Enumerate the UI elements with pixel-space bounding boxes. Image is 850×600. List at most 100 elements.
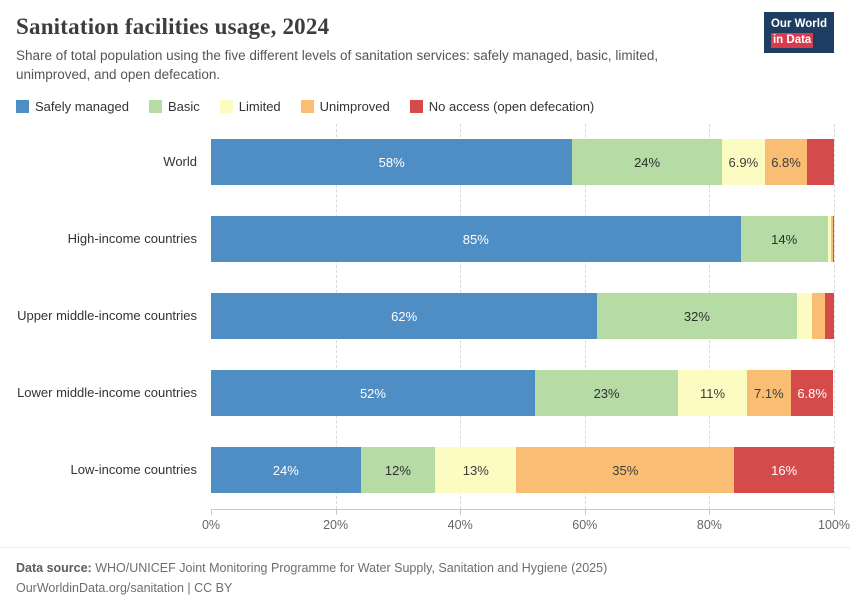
segment-value-label: 85% (462, 231, 489, 247)
legend-swatch-basic (148, 99, 162, 113)
legend-label: Limited (238, 98, 281, 114)
legend-swatch-unimproved (300, 99, 314, 113)
bar-segment-unimproved[interactable] (812, 293, 825, 340)
chart-subtitle: Share of total population using the five… (16, 48, 659, 82)
bar-segment-basic[interactable]: 24% (572, 139, 722, 186)
x-axis-tick-mark (709, 509, 711, 515)
bar-track: 62% 32% (211, 293, 834, 340)
segment-value-label: 35% (612, 462, 639, 478)
legend-swatch-safely-managed (16, 99, 29, 113)
bar-segment-unimproved[interactable]: 7.1% (746, 370, 791, 417)
segment-value-label: 12% (384, 462, 411, 478)
segment-value-label: 52% (359, 385, 386, 401)
segment-value-label: 23% (593, 385, 620, 401)
bar-segment-safely-managed[interactable]: 85% (211, 216, 741, 263)
footer: Data source: WHO/UNICEF Joint Monitoring… (0, 546, 850, 598)
x-axis-tick-mark (211, 509, 212, 515)
bar-segment-no-access[interactable] (824, 293, 834, 340)
x-axis-tick-label: 20% (323, 517, 349, 532)
bar-segment-limited[interactable] (827, 216, 831, 263)
x-axis-tick-label: 60% (572, 517, 598, 532)
segment-value-label: 6.8% (771, 154, 801, 170)
legend-item-no-access[interactable]: No access (open defecation) (409, 98, 595, 114)
segment-value-label: 24% (272, 462, 299, 478)
bar-segment-safely-managed[interactable]: 58% (211, 139, 573, 186)
stacked-bar-chart: World 58% 24% 6.9% 6.8% High-income countries… (16, 123, 850, 535)
category-label: Lower middle-income countries (17, 385, 197, 401)
legend-swatch-limited (219, 99, 233, 113)
chart-row: Lower middle-income countries 52% 23% 11% 7.… (16, 355, 834, 432)
x-axis-tick-label: 40% (447, 517, 473, 532)
category-label: World (163, 154, 197, 170)
legend-label: Basic (167, 98, 200, 114)
x-axis-tick-label: 100% (818, 517, 850, 532)
segment-value-label: 7.1% (754, 385, 784, 401)
segment-value-label: 6.9% (728, 154, 759, 170)
bar-segment-no-access[interactable]: 16% (734, 447, 834, 494)
bar-segment-no-access[interactable] (807, 139, 834, 186)
legend-item-limited[interactable]: Limited (219, 98, 281, 114)
segment-value-label: 58% (378, 154, 405, 170)
chart-row: Upper middle-income countries 62% 32% (16, 278, 834, 355)
bar-segment-unimproved[interactable] (830, 216, 833, 263)
data-source-label: Data source: (16, 560, 92, 575)
legend-swatch-no-access (409, 99, 423, 113)
bar-segment-basic[interactable]: 32% (597, 293, 797, 340)
category-label: High-income countries (67, 231, 197, 247)
chart-row: High-income countries 85% 14% (16, 201, 834, 278)
legend-label: Unimproved (319, 98, 390, 114)
bar-segment-safely-managed[interactable]: 52% (211, 370, 535, 417)
chart-container: Our World in Data Sanitation facilities … (16, 12, 850, 535)
bar-segment-safely-managed[interactable]: 62% (211, 293, 598, 340)
legend: Safely managed Basic Limited Unimproved No a… (16, 99, 834, 114)
bar-segment-unimproved[interactable]: 6.8% (764, 139, 808, 186)
category-label: Upper middle-income countries (17, 308, 197, 324)
owid-sanitation-link[interactable]: OurWorldinData.org/sanitation (16, 580, 184, 595)
segment-value-label: 32% (683, 308, 710, 324)
legend-label: Safely managed (35, 98, 129, 114)
data-source-text: WHO/UNICEF Joint Monitoring Programme fo… (95, 560, 608, 575)
bar-segment-basic[interactable]: 23% (534, 370, 679, 417)
x-axis-tick-mark (335, 509, 337, 515)
owid-logo[interactable]: Our World in Data (763, 12, 834, 53)
legend-label: No access (open defecation) (428, 98, 595, 114)
segment-value-label: 11% (699, 385, 726, 401)
legend-item-unimproved[interactable]: Unimproved (300, 98, 390, 114)
bar-segment-basic[interactable]: 12% (360, 447, 436, 494)
license-text: | CC BY (187, 580, 233, 595)
segment-value-label: 14% (771, 231, 798, 247)
gridline (834, 123, 835, 509)
bar-segment-unimproved[interactable]: 35% (516, 447, 735, 494)
x-axis: 0% 20% 40% 60% 80% 100% (202, 508, 850, 535)
chart-row: World 58% 24% 6.9% 6.8% (16, 124, 834, 201)
owid-logo-line2: in Data (770, 32, 814, 48)
bar-track: 24% 12% 13% 35% 16% (211, 447, 834, 494)
x-axis-tick-mark (834, 509, 835, 515)
bar-segment-limited[interactable]: 11% (678, 370, 747, 417)
bar-segment-no-access[interactable] (832, 216, 834, 263)
bar-segment-basic[interactable]: 14% (740, 216, 828, 263)
legend-item-basic[interactable]: Basic (148, 98, 200, 114)
bar-track: 52% 23% 11% 7.1% 6.8% (211, 370, 834, 417)
chart-row: Low-income countries 24% 12% 13% 35% 16% (16, 432, 834, 509)
data-source-line: Data source: WHO/UNICEF Joint Monitoring… (16, 558, 834, 578)
chart-rows: World 58% 24% 6.9% 6.8% High-income countries… (16, 124, 834, 509)
segment-value-label: 24% (634, 154, 661, 170)
segment-value-label: 62% (391, 308, 418, 324)
bar-segment-safely-managed[interactable]: 24% (211, 447, 361, 494)
segment-value-label: 6.8% (797, 385, 827, 401)
bar-segment-limited[interactable]: 13% (435, 447, 517, 494)
x-axis-tick-mark (584, 509, 586, 515)
segment-value-label: 13% (462, 462, 489, 478)
page-title: Sanitation facilities usage, 2024 (16, 14, 330, 39)
license-line: OurWorldinData.org/sanitation | CC BY (16, 578, 834, 598)
bar-track: 85% 14% (211, 216, 834, 263)
x-axis-tick-mark (460, 509, 462, 515)
bar-segment-limited[interactable] (796, 293, 813, 340)
bar-segment-limited[interactable]: 6.9% (721, 139, 765, 186)
owid-logo-line1: Our World (770, 18, 827, 30)
x-axis-tick-label: 0% (201, 517, 221, 532)
bar-track: 58% 24% 6.9% 6.8% (211, 139, 834, 186)
legend-item-safely-managed[interactable]: Safely managed (16, 99, 129, 114)
bar-segment-no-access[interactable]: 6.8% (790, 370, 834, 417)
